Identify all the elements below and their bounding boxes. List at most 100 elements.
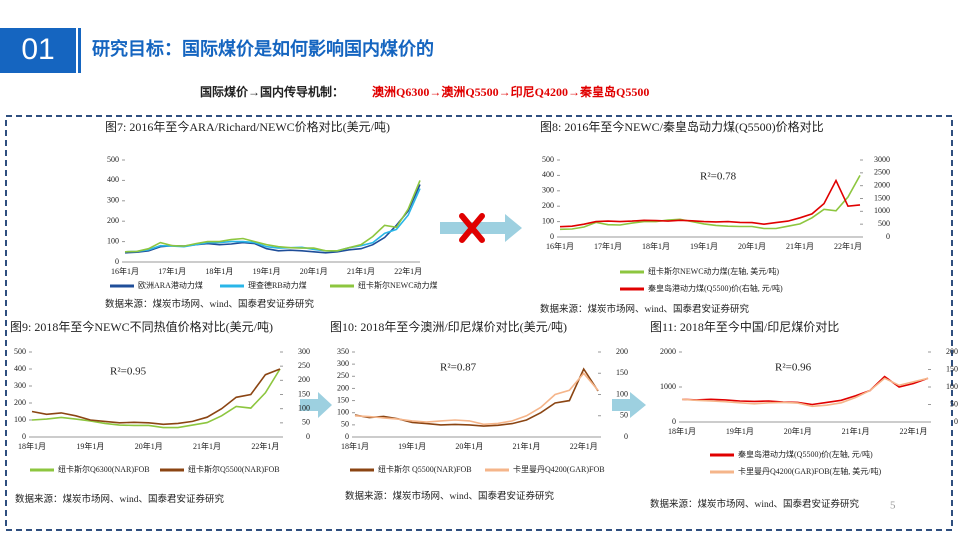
y-tick-label: 300	[14, 381, 26, 390]
y-tick-label: 150	[337, 395, 349, 404]
annotation: R²=0.96	[775, 362, 812, 374]
y-tick-label: 250	[337, 371, 349, 380]
y-tick-label: 0	[550, 232, 554, 241]
x-tick-label: 18年1月	[205, 266, 233, 276]
y2-tick-label: 500	[878, 219, 890, 228]
x-tick-label: 22年1月	[834, 241, 862, 251]
legend-label: 欧洲ARA港动力煤	[138, 280, 203, 290]
y2-tick-label: 0	[624, 432, 628, 441]
y-tick-label: 200	[337, 383, 349, 392]
y-tick-label: 300	[107, 196, 119, 205]
y-tick-label: 0	[22, 432, 26, 441]
y2-tick-label: 100	[298, 403, 310, 412]
legend-label: 纽卡斯尔Q5500(NAR)FOB	[188, 464, 280, 474]
y-tick-label: 350	[337, 347, 349, 356]
y-tick-label: 300	[542, 186, 554, 195]
y-tick-label: 1000	[660, 382, 676, 391]
x-tick-label: 19年1月	[726, 426, 754, 436]
series-line	[681, 375, 929, 406]
legend-label: 卡里曼丹Q4200(GAR)FOB(左轴, 美元/吨)	[738, 466, 881, 476]
y2-tick-label: 0	[954, 417, 958, 426]
y-tick-label: 100	[542, 216, 554, 225]
x-tick-label: 22年1月	[394, 266, 422, 276]
frame	[5, 115, 953, 531]
y2-tick-label: 200	[616, 347, 628, 356]
y-tick-label: 0	[345, 432, 349, 441]
x-tick-label: 20年1月	[784, 426, 812, 436]
chart-title: 图11: 2018年至今中国/印尼煤价对比	[650, 319, 839, 334]
chart-title: 图7: 2016年至今ARA/Richard/NEWC价格对比(美元/吨)	[105, 119, 390, 134]
source: 数据来源：煤炭市场网、wind、国泰君安证券研究	[15, 493, 225, 505]
x-tick-label: 20年1月	[300, 266, 328, 276]
y-tick-label: 0	[672, 417, 676, 426]
series-line	[354, 367, 599, 427]
y-tick-label: 400	[14, 364, 26, 373]
y-tick-label: 400	[542, 170, 554, 179]
legend-label: 纽卡斯尔NEWC动力煤(左轴, 美元/吨)	[648, 266, 779, 276]
x-tick-label: 20年1月	[738, 241, 766, 251]
divider	[78, 28, 81, 73]
x-tick-label: 19年1月	[76, 441, 104, 451]
chart-title: 图9: 2018年至今NEWC不同热值价格对比(美元/吨)	[10, 319, 273, 334]
series-line	[124, 184, 421, 254]
x-tick-label: 16年1月	[546, 241, 574, 251]
y-tick-label: 400	[107, 175, 119, 184]
y2-tick-label: 100	[616, 389, 628, 398]
x-tick-label: 18年1月	[341, 441, 369, 451]
y-tick-label: 200	[542, 201, 554, 210]
y2-tick-label: 50	[620, 411, 628, 420]
series-line	[31, 368, 281, 426]
y2-tick-label: 3000	[874, 155, 890, 164]
x-tick-label: 21年1月	[786, 241, 814, 251]
y2-tick-label: 50	[302, 418, 310, 427]
series-line	[124, 180, 421, 253]
page-number: 5	[890, 500, 896, 512]
y-tick-label: 100	[14, 415, 26, 424]
y-tick-label: 500	[107, 155, 119, 164]
series-line	[681, 377, 929, 408]
legend-label: 纽卡斯尔Q6300(NAR)FOB	[58, 464, 150, 474]
y2-tick-label: 200	[946, 347, 958, 356]
y2-tick-label: 2000	[874, 180, 890, 189]
legend-label: 理查德RB动力煤	[248, 280, 307, 290]
series-line	[31, 368, 281, 429]
x-tick-label: 18年1月	[642, 241, 670, 251]
legend-label: 纽卡斯尔 Q5500(NAR)FOB	[378, 464, 472, 474]
y-tick-label: 500	[542, 155, 554, 164]
legend-label: 秦皇岛港动力煤(Q5500)价(右轴, 元/吨)	[648, 283, 783, 293]
legend-label: 纽卡斯尔NEWC动力煤	[358, 280, 438, 290]
y2-tick-label: 200	[298, 375, 310, 384]
y2-tick-label: 0	[306, 432, 310, 441]
chart-title: 图10: 2018年至今澳洲/印尼煤价对比(美元/吨)	[330, 319, 567, 334]
section-number: 01	[21, 33, 54, 66]
x-tick-label: 22年1月	[570, 441, 598, 451]
y-tick-label: 500	[14, 347, 26, 356]
source: 数据来源：煤炭市场网、wind、国泰君安证券研究	[650, 498, 860, 510]
x-tick-label: 18年1月	[18, 441, 46, 451]
source: 数据来源：煤炭市场网、wind、国泰君安证券研究	[345, 490, 555, 502]
x-tick-label: 20年1月	[135, 441, 163, 451]
y2-tick-label: 0	[886, 232, 890, 241]
x-tick-label: 16年1月	[111, 266, 139, 276]
x-tick-label: 19年1月	[253, 266, 281, 276]
x-tick-label: 17年1月	[158, 266, 186, 276]
y2-tick-label: 300	[298, 347, 310, 356]
y2-tick-label: 150	[946, 364, 958, 373]
arrow	[612, 392, 646, 418]
series-line	[559, 178, 861, 228]
x-tick-label: 19年1月	[690, 241, 718, 251]
y2-tick-label: 50	[950, 399, 958, 408]
series-line	[559, 175, 861, 231]
x-tick-label: 22年1月	[251, 441, 279, 451]
y-tick-label: 2000	[660, 347, 676, 356]
x-tick-label: 20年1月	[455, 441, 483, 451]
x-tick-label: 19年1月	[398, 441, 426, 451]
series-line	[354, 372, 599, 426]
annotation: R²=0.78	[700, 171, 737, 183]
slide-title: 研究目标：国际煤价是如何影响国内煤价的	[92, 38, 434, 60]
x-tick-label: 21年1月	[842, 426, 870, 436]
x-tick-label: 17年1月	[594, 241, 622, 251]
cross	[459, 213, 485, 243]
subheader-label: 国际煤价→国内传导机制：	[200, 84, 344, 99]
y-tick-label: 50	[341, 420, 349, 429]
